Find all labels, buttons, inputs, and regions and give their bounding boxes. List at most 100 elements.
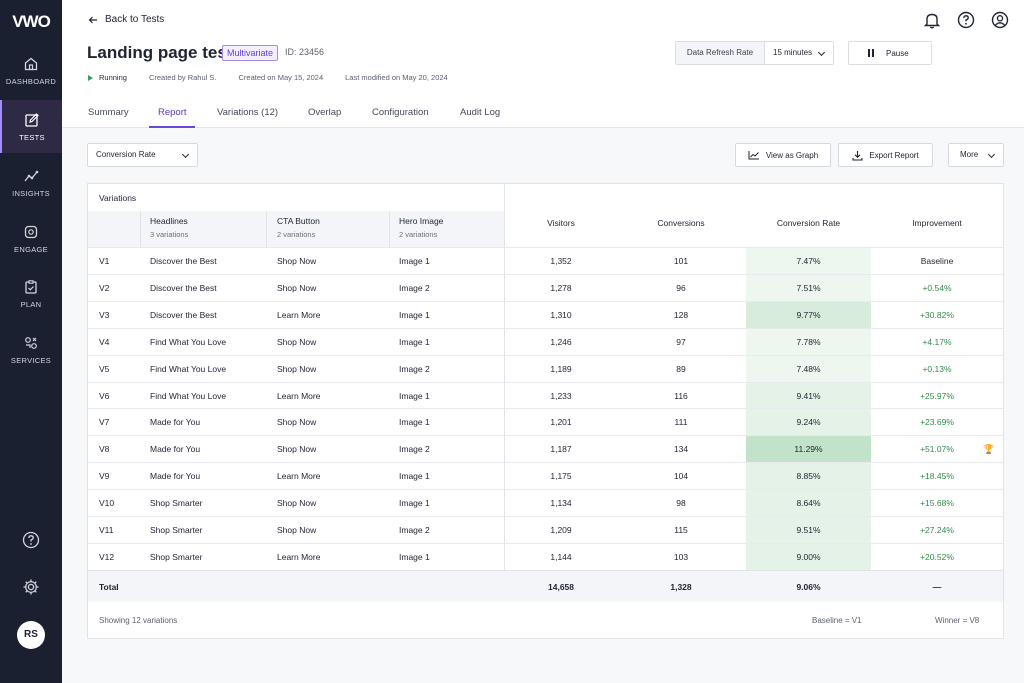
- trophy-icon: 🏆: [983, 444, 995, 455]
- sidebar-item-engage[interactable]: ENGAGE: [0, 224, 62, 278]
- metric-select[interactable]: Conversion Rate: [87, 143, 198, 167]
- top-icons: [922, 10, 1010, 30]
- pause-icon: [868, 49, 874, 57]
- header-visitors[interactable]: Visitors: [547, 218, 575, 228]
- showing-count: Showing 12 variations: [99, 616, 178, 625]
- table-row[interactable]: V6 Find What You Love Learn More Image 1 1,2…: [88, 381, 1003, 409]
- help-top-button[interactable]: [956, 10, 976, 30]
- bell-icon: [923, 13, 941, 29]
- tab-audit-log[interactable]: Audit Log: [460, 107, 501, 118]
- conversion-rate-cell: 9.77%: [746, 301, 871, 328]
- table-row[interactable]: V4 Find What You Love Shop Now Image 1 1,246…: [88, 327, 1003, 355]
- headline-cell: Discover the Best: [150, 282, 217, 293]
- header-conversion-rate[interactable]: Conversion Rate: [776, 218, 841, 228]
- export-report-button[interactable]: Export Report: [838, 143, 933, 167]
- refresh-rate-control: Data Refresh Rate 15 minutes: [675, 41, 834, 65]
- modified-on: Last modified on May 20, 2024: [345, 73, 448, 82]
- tab-summary[interactable]: Summary: [88, 107, 129, 118]
- tab-configuration[interactable]: Configuration: [372, 107, 429, 118]
- notifications-button[interactable]: [922, 10, 942, 30]
- table-row[interactable]: V8 Made for You Shop Now Image 2 1,187 134 11.…: [88, 435, 1003, 463]
- hero-cell: Image 1: [399, 417, 430, 428]
- vwo-logo[interactable]: VWO: [12, 12, 51, 31]
- insights-icon: [24, 170, 39, 182]
- improvement-cell: +15.68%: [920, 498, 954, 509]
- table-row[interactable]: V2 Discover the Best Shop Now Image 2 1,278 9…: [88, 273, 1003, 301]
- help-button[interactable]: [0, 531, 62, 549]
- header-headlines-sub: 3 variations: [150, 230, 189, 239]
- tab-report[interactable]: Report: [158, 107, 187, 118]
- sidebar-item-dashboard[interactable]: DASHBOARD: [0, 56, 62, 110]
- cta-cell: Learn More: [277, 471, 321, 482]
- hero-cell: Image 1: [399, 471, 430, 482]
- more-menu-button[interactable]: More: [948, 143, 1004, 167]
- cta-cell: Shop Now: [277, 417, 317, 428]
- table-row[interactable]: V11 Shop Smarter Shop Now Image 2 1,209 115 9.…: [88, 516, 1003, 543]
- table-row[interactable]: V5 Find What You Love Shop Now Image 2 1,189…: [88, 354, 1003, 382]
- cta-cell: Shop Now: [277, 363, 317, 374]
- table-row[interactable]: V3 Discover the Best Learn More Image 1 1,31…: [88, 300, 1003, 328]
- total-conversion-rate: 9.06%: [796, 582, 821, 592]
- back-label: Back to Tests: [105, 14, 165, 25]
- conversion-rate-cell: 7.51%: [746, 274, 871, 301]
- cta-cell: Shop Now: [277, 336, 317, 347]
- visitors-cell: 1,189: [550, 363, 572, 374]
- improvement-cell: Baseline: [920, 256, 954, 266]
- help-circle-icon: [957, 11, 975, 29]
- cta-cell: Shop Now: [277, 256, 317, 266]
- visitors-cell: 1,175: [550, 471, 572, 482]
- headline-cell: Discover the Best: [150, 309, 217, 320]
- test-id: ID: 23456: [285, 47, 325, 57]
- test-type-badge: Multivariate: [222, 45, 279, 61]
- table-row[interactable]: V1 Discover the Best Shop Now Image 1 1,352 1…: [88, 247, 1003, 274]
- tab-overlap[interactable]: Overlap: [308, 107, 342, 118]
- header-hero-image-sub: 2 variations: [399, 230, 438, 239]
- sidebar: VWO DASHBOARD TESTS INSIGHTS ENGAGE PLAN…: [0, 0, 62, 683]
- table-row[interactable]: V9 Made for You Learn More Image 1 1,175 104 8…: [88, 462, 1003, 490]
- variation-id: V6: [99, 390, 110, 401]
- headline-cell: Shop Smarter: [150, 498, 203, 509]
- refresh-rate-select[interactable]: 15 minutes: [765, 42, 833, 64]
- sidebar-item-tests[interactable]: TESTS: [0, 100, 62, 153]
- header-cta-button: CTA Button: [277, 216, 320, 226]
- total-row: Total 14,658 1,328 9.06% —: [88, 570, 1003, 602]
- improvement-cell: +23.69%: [920, 417, 954, 428]
- conversions-cell: 96: [676, 282, 686, 293]
- improvement-cell: +0.54%: [922, 282, 952, 293]
- headline-cell: Find What You Love: [150, 336, 227, 347]
- conversion-rate-cell: 8.64%: [746, 490, 871, 517]
- factor-header-band: [88, 211, 504, 248]
- engage-icon: [24, 225, 38, 239]
- header-hero-image: Hero Image: [399, 216, 444, 226]
- hero-cell: Image 1: [399, 390, 430, 401]
- view-as-graph-button[interactable]: View as Graph: [735, 143, 831, 167]
- cta-cell: Shop Now: [277, 282, 317, 293]
- headline-cell: Find What You Love: [150, 363, 227, 374]
- header-cta-button-sub: 2 variations: [277, 230, 316, 239]
- profile-button[interactable]: [990, 10, 1010, 30]
- conversions-cell: 101: [673, 256, 689, 266]
- tab-variations[interactable]: Variations (12): [217, 107, 279, 118]
- improvement-cell: +4.17%: [922, 336, 952, 347]
- conversion-rate-cell: 9.24%: [746, 409, 871, 436]
- settings-button[interactable]: [0, 578, 62, 596]
- back-link[interactable]: Back to Tests: [88, 14, 164, 25]
- table-row[interactable]: V12 Shop Smarter Learn More Image 1 1,144 103…: [88, 542, 1003, 570]
- headline-cell: Made for You: [150, 417, 201, 428]
- sidebar-item-insights[interactable]: INSIGHTS: [0, 168, 62, 222]
- avatar[interactable]: RS: [17, 621, 45, 649]
- table-row[interactable]: V7 Made for You Shop Now Image 1 1,201 111 9.2…: [88, 408, 1003, 436]
- sidebar-item-services[interactable]: SERVICES: [0, 335, 62, 389]
- sidebar-item-label: ENGAGE: [14, 245, 48, 254]
- headline-cell: Made for You: [150, 444, 201, 455]
- table-row[interactable]: V10 Shop Smarter Shop Now Image 1 1,134 98 8.6…: [88, 489, 1003, 517]
- header-conversions[interactable]: Conversions: [657, 218, 705, 228]
- sidebar-item-plan[interactable]: PLAN: [0, 279, 62, 333]
- status-label: Running: [99, 73, 127, 82]
- status-badge: Running: [88, 73, 127, 82]
- conversions-cell: 134: [673, 444, 689, 455]
- conversion-rate-cell: 8.85%: [746, 463, 871, 490]
- column-divider: [140, 211, 141, 247]
- pause-button[interactable]: Pause: [848, 41, 932, 65]
- header-improvement[interactable]: Improvement: [912, 218, 962, 228]
